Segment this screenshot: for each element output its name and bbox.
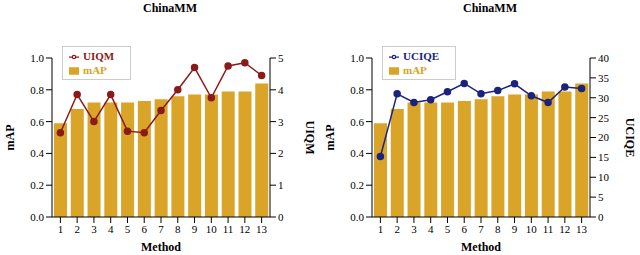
html-text:UCIQE: UCIQE [403,50,440,62]
svg-text:0.6: 0.6 [30,116,44,128]
svg-text:Method: Method [141,240,181,254]
svg-text:0.4: 0.4 [30,147,44,159]
svg-text:3: 3 [278,116,284,128]
svg-text:5: 5 [278,52,284,64]
svg-text:UCIQE: UCIQE [623,118,632,157]
svg-text:9: 9 [192,223,198,235]
html-text:ChinaMM: ChinaMM [463,1,517,15]
svg-text:3: 3 [91,223,97,235]
svg-text:7: 7 [158,223,164,235]
svg-text:1: 1 [278,179,284,191]
svg-text:11: 11 [223,223,234,235]
svg-text:5: 5 [445,223,451,235]
svg-text:0.8: 0.8 [30,84,44,96]
svg-text:0.2: 0.2 [30,179,44,191]
svg-text:0.6: 0.6 [350,116,364,128]
svg-text:8: 8 [495,223,501,235]
svg-text:5: 5 [598,191,604,203]
svg-text:0.0: 0.0 [30,211,44,223]
svg-text:4: 4 [278,84,284,96]
svg-text:4: 4 [108,223,114,235]
svg-text:7: 7 [478,223,484,235]
svg-text:6: 6 [461,223,467,235]
html-text:mAP: mAP [83,64,107,76]
svg-text:1: 1 [58,223,64,235]
svg-text:UIQM: UIQM [303,121,317,155]
svg-text:2: 2 [74,223,80,235]
svg-text:13: 13 [256,223,268,235]
svg-text:13: 13 [576,223,588,235]
svg-text:12: 12 [239,223,250,235]
svg-text:6: 6 [141,223,147,235]
svg-text:12: 12 [559,223,570,235]
svg-text:mAP: mAP [8,125,17,151]
svg-text:40: 40 [598,52,610,64]
svg-text:3: 3 [411,223,417,235]
svg-text:9: 9 [512,223,518,235]
svg-text:15: 15 [598,151,610,163]
svg-text:0.4: 0.4 [350,147,364,159]
svg-text:0.0: 0.0 [350,211,364,223]
svg-text:4: 4 [428,223,434,235]
svg-text:1.0: 1.0 [350,52,364,64]
svg-text:0.2: 0.2 [350,179,364,191]
svg-text:1: 1 [378,223,384,235]
svg-text:0: 0 [278,211,284,223]
svg-text:mAP: mAP [323,125,337,151]
svg-text:2: 2 [394,223,400,235]
svg-text:10: 10 [598,171,610,183]
html-text:ChinaMM: ChinaMM [143,1,197,15]
svg-text:8: 8 [175,223,181,235]
svg-text:Method: Method [461,240,501,254]
svg-text:20: 20 [598,131,610,143]
html-text:UIQM: UIQM [83,50,115,62]
svg-text:10: 10 [526,223,538,235]
svg-text:10: 10 [206,223,218,235]
svg-text:30: 30 [598,92,610,104]
svg-text:5: 5 [125,223,131,235]
svg-text:0.8: 0.8 [350,84,364,96]
svg-text:2: 2 [278,147,284,159]
svg-text:1.0: 1.0 [30,52,44,64]
svg-text:35: 35 [598,72,610,84]
svg-text:11: 11 [543,223,554,235]
svg-text:0: 0 [598,211,604,223]
svg-text:25: 25 [598,112,610,124]
html-text:mAP: mAP [403,64,427,76]
